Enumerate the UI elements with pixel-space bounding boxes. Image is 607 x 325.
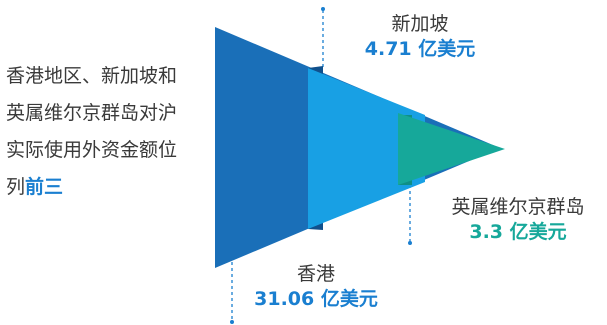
label-bvi: 英属维尔京群岛 3.3 亿美元	[428, 195, 607, 245]
region-name: 新加坡	[391, 13, 449, 35]
region-name: 香港	[296, 263, 335, 285]
description-text: 香港地区、新加坡和英属维尔京群岛对沪实际使用外资金额位列	[6, 65, 178, 198]
description: 香港地区、新加坡和英属维尔京群岛对沪实际使用外资金额位列前三	[6, 58, 192, 206]
region-name: 英属维尔京群岛	[451, 196, 585, 218]
triangle-singapore	[308, 68, 425, 229]
leader-dot-singapore	[321, 7, 325, 11]
triangle-bvi	[398, 113, 505, 185]
region-value: 3.3 亿美元	[469, 221, 567, 243]
label-singapore: 新加坡 4.71 亿美元	[350, 12, 490, 62]
region-value: 31.06 亿美元	[254, 288, 378, 310]
leader-dot-bvi	[408, 241, 412, 245]
label-hongkong: 香港 31.06 亿美元	[236, 262, 396, 312]
leader-dot-hongkong	[230, 320, 234, 324]
description-highlight: 前三	[25, 176, 64, 198]
region-value: 4.71 亿美元	[364, 38, 476, 60]
